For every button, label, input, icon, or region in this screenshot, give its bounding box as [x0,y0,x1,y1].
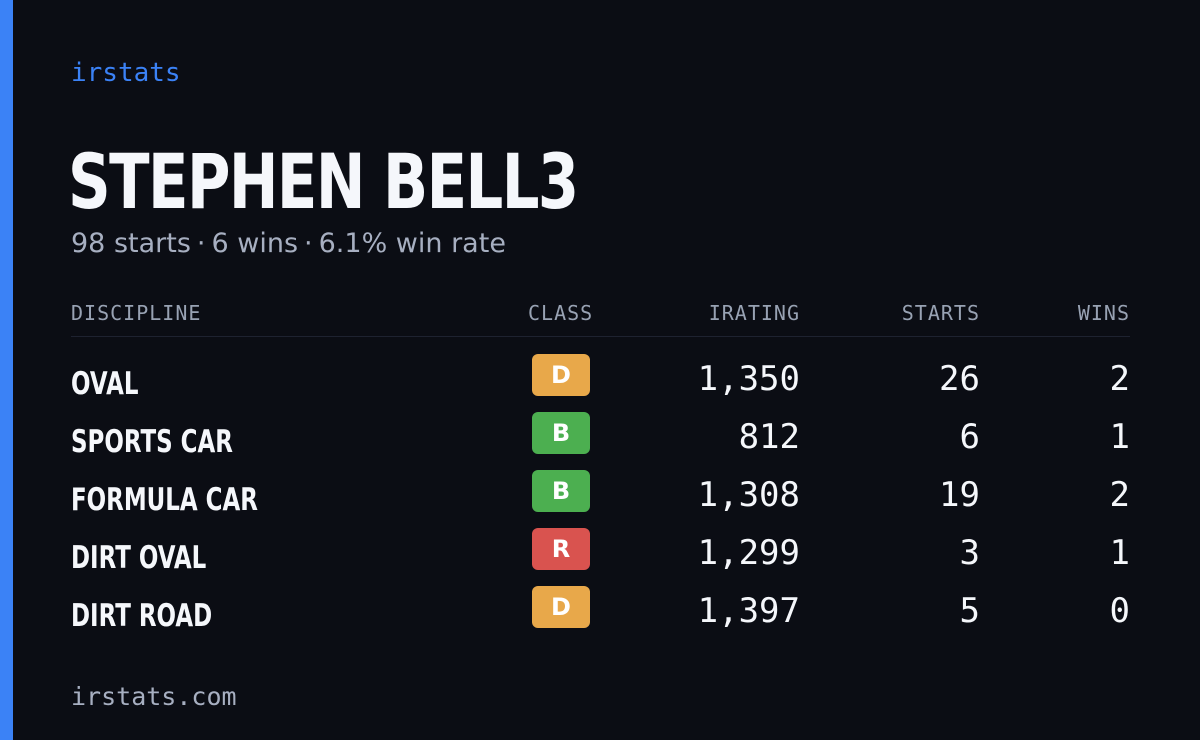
wins-value: 1 [1109,533,1130,573]
table-header: DISCIPLINE CLASS IRATING STARTS WINS [71,296,1130,337]
table-row: SPORTS CAR B 812 6 1 [71,412,1130,470]
column-header-irating: IRATING [708,301,800,325]
starts-value: 26 [939,359,980,399]
player-name: STEPHEN BELL3 [68,137,579,226]
column-header-class: CLASS [528,301,594,325]
accent-bar [0,0,13,740]
irating-value: 1,299 [697,533,800,573]
class-badge: R [532,528,590,570]
wins-value: 2 [1109,475,1130,515]
summary-wins: 6 wins [211,228,299,259]
irating-value: 1,350 [697,359,800,399]
wins-value: 2 [1109,359,1130,399]
summary-starts: 98 starts [71,228,191,259]
table-row: OVAL D 1,350 26 2 [71,354,1130,412]
class-badge: D [532,354,590,396]
discipline-name: DIRT OVAL [71,540,207,576]
table-row: DIRT OVAL R 1,299 3 1 [71,528,1130,586]
table-body: OVAL D 1,350 26 2 SPORTS CAR B 812 6 1 F… [71,337,1130,644]
summary-separator: · [196,228,206,259]
class-badge: B [532,412,590,454]
discipline-name: OVAL [71,366,139,402]
summary-win-rate: 6.1% win rate [318,228,506,259]
discipline-name: SPORTS CAR [71,424,233,460]
player-summary: 98 starts · 6 wins · 6.1% win rate [71,226,506,262]
wins-value: 0 [1109,591,1130,631]
discipline-table: DISCIPLINE CLASS IRATING STARTS WINS OVA… [71,296,1130,644]
starts-value: 19 [939,475,980,515]
class-badge: B [532,470,590,512]
irating-value: 1,308 [697,475,800,515]
table-row: DIRT ROAD D 1,397 5 0 [71,586,1130,644]
starts-value: 3 [959,533,980,573]
class-badge: D [532,586,590,628]
starts-value: 5 [959,591,980,631]
summary-separator: · [304,228,313,259]
brand-logo: irstats [71,58,181,88]
table-row: FORMULA CAR B 1,308 19 2 [71,470,1130,528]
irating-value: 1,397 [697,591,800,631]
column-header-discipline: DISCIPLINE [71,301,202,325]
discipline-name: DIRT ROAD [71,598,213,634]
footer-url: irstats.com [71,682,237,711]
irating-value: 812 [738,417,800,457]
column-header-starts: STARTS [901,301,980,325]
discipline-name: FORMULA CAR [71,482,258,518]
wins-value: 1 [1109,417,1130,457]
column-header-wins: WINS [1077,301,1130,325]
starts-value: 6 [959,417,980,457]
